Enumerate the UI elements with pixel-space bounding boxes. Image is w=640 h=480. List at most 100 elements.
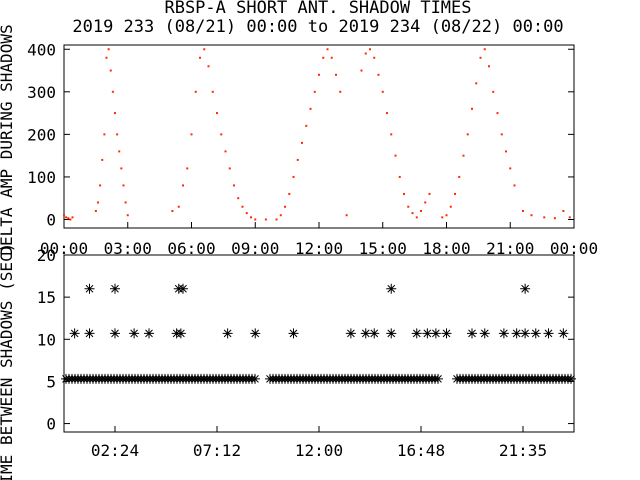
bottom-data-point	[345, 328, 356, 339]
top-data-point	[211, 90, 214, 93]
top-data-point	[369, 48, 371, 51]
top-data-point	[530, 214, 533, 217]
top-data-point	[94, 209, 97, 212]
bottom-x-tick-label: 21:35	[499, 441, 547, 460]
bottom-y-tick-label: 5	[46, 372, 56, 391]
top-y-tick-label: 200	[27, 125, 56, 144]
top-data-point	[241, 205, 244, 208]
top-data-point	[171, 209, 174, 212]
top-data-point	[326, 48, 329, 51]
top-data-point	[381, 90, 384, 93]
top-data-point	[67, 217, 70, 220]
bottom-y-tick-label: 15	[37, 288, 56, 307]
top-x-tick-label: 09:00	[231, 239, 279, 258]
top-data-point	[462, 154, 465, 157]
top-data-point	[488, 65, 490, 68]
top-data-point	[264, 218, 267, 221]
top-data-point	[203, 48, 206, 51]
top-data-point	[466, 133, 469, 136]
top-data-point	[275, 218, 278, 221]
top-data-point	[373, 56, 376, 59]
bottom-data-point	[369, 328, 380, 339]
top-data-point	[330, 56, 333, 59]
bottom-data-point	[543, 328, 554, 339]
bottom-y-tick-label: 0	[46, 415, 56, 434]
top-data-point	[301, 141, 303, 144]
top-x-tick-label: 06:00	[167, 239, 215, 258]
top-data-point	[483, 48, 486, 51]
top-x-tick-label: 21:00	[486, 239, 534, 258]
top-data-point	[97, 201, 99, 204]
top-y-tick-label: 100	[27, 168, 56, 187]
bottom-data-point	[250, 328, 261, 339]
top-data-point	[116, 133, 119, 136]
top-data-point	[71, 216, 74, 219]
top-data-point	[345, 214, 348, 217]
top-data-point	[415, 216, 418, 219]
top-data-point	[182, 184, 184, 187]
bottom-data-point	[433, 373, 443, 384]
top-x-tick-label: 00:00	[40, 239, 88, 258]
bottom-data-point	[530, 328, 541, 339]
top-data-point	[69, 218, 72, 221]
bottom-plot-frame	[63, 254, 575, 433]
top-data-point	[420, 209, 422, 212]
top-data-point	[377, 73, 380, 76]
top-data-point	[288, 192, 291, 195]
bottom-data-point	[222, 328, 233, 339]
top-data-point	[390, 133, 393, 136]
bottom-data-point	[386, 328, 397, 339]
top-data-point	[296, 158, 299, 161]
top-data-point	[513, 184, 516, 187]
bottom-data-point	[422, 328, 433, 339]
top-data-point	[492, 90, 495, 93]
bottom-x-tick-label: 12:00	[295, 441, 343, 460]
bottom-x-tick-label: 02:24	[91, 441, 139, 460]
bottom-data-point	[558, 328, 569, 339]
top-data-point	[63, 214, 65, 217]
top-data-point	[403, 192, 405, 195]
bottom-data-point	[110, 283, 120, 294]
top-data-point	[124, 201, 127, 204]
top-data-point	[220, 133, 223, 136]
top-plot-frame	[63, 44, 575, 229]
top-data-point	[250, 216, 252, 219]
bottom-data-point	[467, 328, 477, 339]
top-data-point	[394, 154, 397, 157]
top-data-point	[279, 214, 282, 217]
top-data-point	[207, 65, 210, 68]
top-data-point	[318, 73, 320, 76]
top-x-tick-label: 12:00	[295, 239, 343, 258]
chart-title-line1: RBSP-A SHORT ANT. SHADOW TIMES	[164, 0, 471, 18]
top-x-tick-label: 03:00	[104, 239, 152, 258]
top-data-point	[126, 214, 129, 217]
top-data-point	[562, 209, 565, 212]
top-data-point	[292, 175, 295, 178]
top-data-point	[120, 167, 123, 170]
bottom-x-tick-label: 16:48	[397, 441, 445, 460]
bottom-data-point	[110, 328, 120, 339]
top-data-point	[105, 56, 108, 59]
top-data-point	[398, 175, 401, 178]
top-data-point	[360, 69, 363, 72]
top-data-point	[364, 52, 367, 55]
top-data-point	[441, 216, 444, 219]
top-y-tick-label: 0	[46, 210, 56, 229]
bottom-data-point	[511, 328, 522, 339]
top-data-point	[449, 205, 452, 208]
bottom-data-point	[175, 328, 186, 339]
bottom-data-point	[411, 328, 422, 339]
bottom-data-point	[178, 283, 188, 294]
top-y-tick-label: 400	[27, 40, 56, 59]
top-data-point	[103, 133, 106, 136]
top-data-point	[475, 82, 478, 85]
top-data-point	[254, 218, 257, 221]
top-data-point	[284, 205, 286, 208]
bottom-data-point	[144, 328, 154, 339]
top-data-point	[322, 56, 325, 59]
top-data-point	[111, 90, 114, 93]
bottom-data-point	[129, 328, 140, 339]
bottom-data-point	[386, 283, 397, 294]
top-data-point	[407, 205, 410, 208]
